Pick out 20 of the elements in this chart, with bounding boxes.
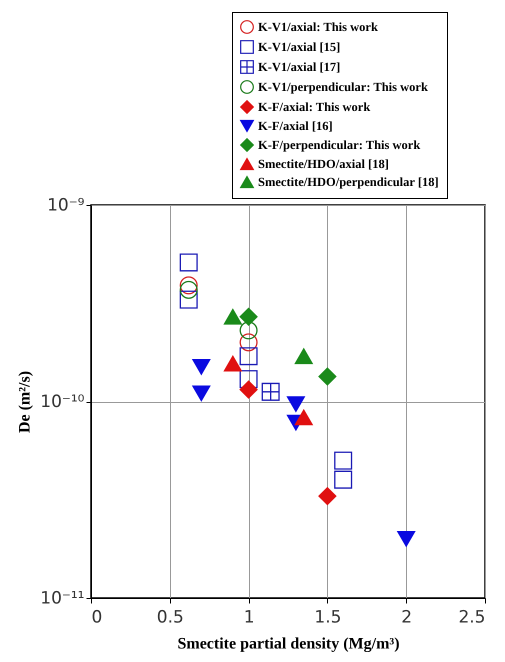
- x-tick-label: 0: [92, 608, 102, 628]
- legend-label: Smectite/HDO/perpendicular [18]: [258, 175, 439, 189]
- x-tick-label: 1: [244, 608, 255, 628]
- legend-label: K-F/axial: This work: [258, 100, 370, 114]
- x-tick-label: 2.5: [458, 608, 486, 628]
- x-tick-label: 2: [401, 608, 412, 628]
- y-tick-label: 10⁻⁹: [47, 196, 85, 216]
- y-tick-label: 10⁻¹⁰: [40, 392, 85, 412]
- legend-label: K-F/axial [16]: [258, 119, 333, 133]
- x-tick-label: 0.5: [156, 608, 184, 628]
- legend-label: K-V1/axial [17]: [258, 60, 340, 74]
- y-axis-title: De (m²/s): [16, 370, 34, 434]
- legend-label: K-F/perpendicular: This work: [258, 138, 420, 152]
- legend-label: K-V1/perpendicular: This work: [258, 80, 428, 94]
- legend-label: K-V1/axial: This work: [258, 20, 378, 34]
- legend-label: Smectite/HDO/axial [18]: [258, 157, 389, 171]
- y-tick-label: 10⁻¹¹: [40, 588, 84, 608]
- x-tick-label: 1.5: [314, 608, 342, 628]
- legend-label: K-V1/axial [15]: [258, 40, 340, 54]
- x-axis-title: Smectite partial density (Mg/m³): [177, 636, 400, 652]
